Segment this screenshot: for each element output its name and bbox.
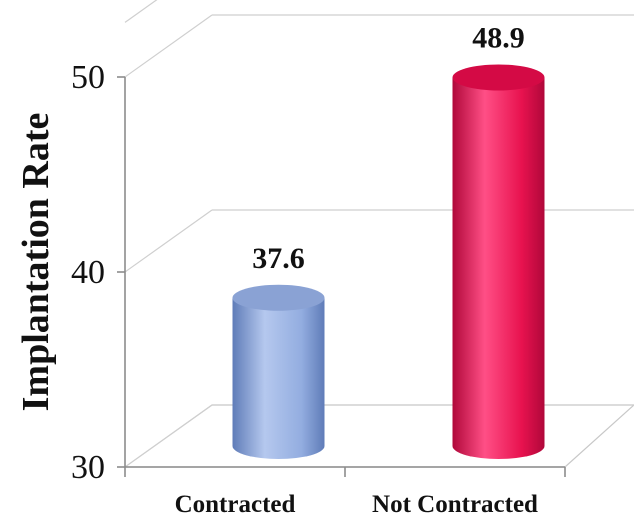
gridline-diagonal [124,209,213,273]
y-axis-label: Implantation Rate [15,113,57,412]
axes [117,76,566,477]
x-tick-label: Contracted [175,491,296,518]
bar-body [232,297,325,459]
bar-top [452,64,545,91]
bar-top [232,284,325,311]
x-tick-label: Not Contracted [372,491,538,518]
data-label: 37.6 [252,242,305,275]
y-tick-label: 30 [71,449,105,486]
bar-body [452,77,545,459]
y-tick-label: 50 [71,59,105,96]
floor [123,404,634,468]
data-label: 48.9 [472,21,525,54]
bars [232,64,545,459]
chart-walls [123,404,634,468]
bar-contracted [232,284,325,459]
bar-not-contracted [452,64,545,459]
gridline-diagonal [124,14,213,78]
gridline-diagonal [124,404,213,468]
gridlines [124,0,634,468]
gridline-diagonal [124,0,158,23]
labels: 30 40 50 Implantation Rate 37.6 Contracted 48.… [15,21,538,518]
y-tick-label: 40 [71,254,105,291]
